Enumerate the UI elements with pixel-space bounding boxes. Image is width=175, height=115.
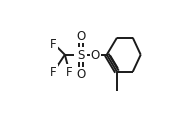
Text: S: S bbox=[77, 49, 84, 62]
Text: O: O bbox=[76, 30, 85, 43]
Text: O: O bbox=[91, 49, 100, 62]
Text: F: F bbox=[50, 66, 57, 79]
Text: O: O bbox=[76, 68, 85, 81]
Text: F: F bbox=[66, 66, 73, 79]
Text: F: F bbox=[50, 38, 57, 50]
